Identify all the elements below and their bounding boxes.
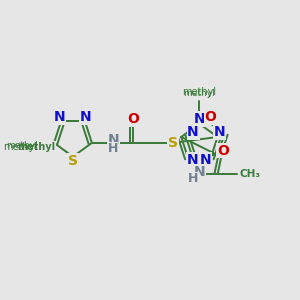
Text: N: N	[200, 153, 212, 167]
Text: H: H	[188, 172, 198, 185]
Text: methyl: methyl	[3, 142, 37, 152]
Text: methyl: methyl	[18, 142, 56, 152]
Text: H: H	[108, 142, 118, 155]
Text: N: N	[54, 110, 66, 124]
Text: N: N	[80, 110, 92, 124]
Text: O: O	[205, 110, 216, 124]
Text: N: N	[194, 165, 205, 179]
Text: N: N	[214, 125, 226, 140]
Text: O: O	[217, 144, 229, 158]
Text: N: N	[194, 112, 205, 126]
Text: methyl: methyl	[184, 89, 215, 98]
Text: methyl: methyl	[6, 141, 38, 150]
Text: O: O	[127, 112, 139, 126]
Text: N: N	[187, 125, 199, 140]
Text: N: N	[187, 153, 199, 167]
Text: CH₃: CH₃	[239, 169, 260, 179]
Text: methyl: methyl	[182, 87, 216, 97]
Text: N: N	[107, 133, 119, 147]
Text: S: S	[68, 154, 78, 168]
Text: S: S	[168, 136, 178, 150]
